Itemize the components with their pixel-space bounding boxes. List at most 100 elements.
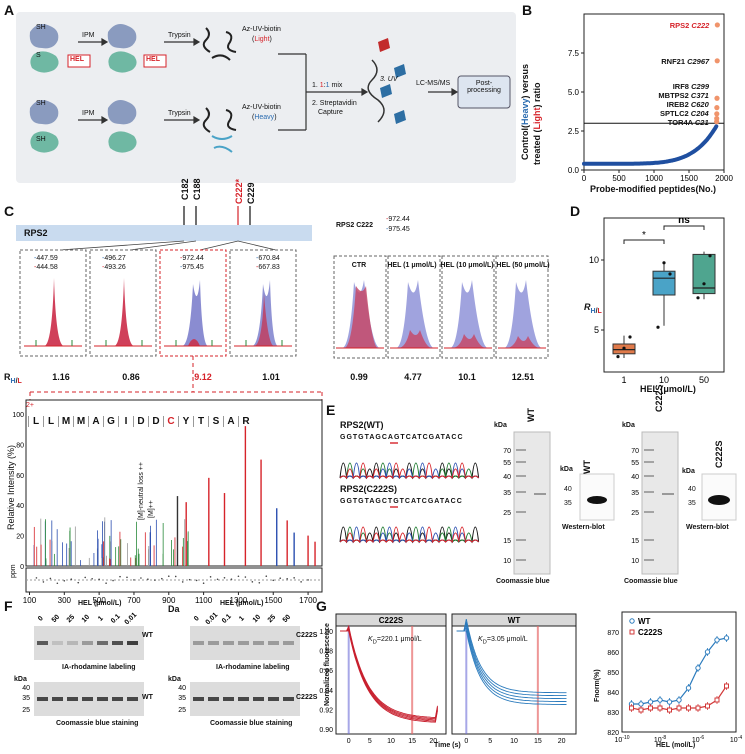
g-y-tick-label: 0.94 xyxy=(319,688,333,695)
fnorm-y-tick-label: 870 xyxy=(607,630,619,637)
ladder-label: 35 xyxy=(631,490,639,497)
fnorm-point xyxy=(686,705,691,711)
f-mut-2: C222S xyxy=(296,694,318,701)
f-mark-left: 35 xyxy=(22,695,30,702)
sh-label-2: SH xyxy=(36,100,46,107)
panel-a-diagram xyxy=(29,24,511,153)
box-point xyxy=(616,355,620,359)
sequence-residue: L xyxy=(28,416,43,427)
cond-peak-heavy xyxy=(504,280,542,348)
highlight-label: RNF21 C2967 xyxy=(661,57,710,66)
cond-box xyxy=(387,255,441,359)
f-title-right: HEL (μmol/L) xyxy=(220,600,264,607)
trypsin-label-2: Trypsin xyxy=(168,110,191,117)
ppm-dot xyxy=(251,581,254,583)
fnorm-point xyxy=(714,637,720,643)
msms-charge: 2+ xyxy=(26,402,34,409)
ppm-dot xyxy=(84,576,86,579)
g-trace xyxy=(456,621,567,697)
g-x-tick-label: 20 xyxy=(558,738,566,745)
fnorm-point xyxy=(638,701,644,707)
g-x-tick-label: 20 xyxy=(429,738,437,745)
fnorm-point xyxy=(704,649,711,655)
wb-kda-1: kDa xyxy=(560,466,573,473)
hel-label-1: HEL xyxy=(70,56,84,63)
gel-band xyxy=(97,641,108,645)
fnorm-point xyxy=(667,707,672,713)
panel-label-f: F xyxy=(4,598,13,614)
f-mark-left: 40 xyxy=(22,685,30,692)
ppm-dot xyxy=(300,581,302,583)
step-2b: Capture xyxy=(318,109,343,116)
coomassie-label-1: Coomassie blue xyxy=(496,578,550,585)
g-x-tick-label: 0 xyxy=(464,738,468,745)
ppm-dot xyxy=(167,575,170,578)
f-kda-left: kDa xyxy=(14,676,27,683)
gel-band xyxy=(127,697,138,701)
ppm-dot xyxy=(272,579,275,582)
ppm-dot xyxy=(181,581,184,583)
highlight-label: TOR4A C21 xyxy=(668,118,709,127)
g-trace xyxy=(456,630,567,705)
sig-star: * xyxy=(642,230,646,241)
fnorm-point xyxy=(647,699,654,705)
f-lane-left: 25 xyxy=(66,614,77,625)
f-lane-right: 1 xyxy=(238,615,246,623)
fnorm-y-tick-label: 820 xyxy=(607,730,619,737)
kd-wt: KD=3.05 μmol/L xyxy=(478,636,528,646)
f-lane-right: 0.1 xyxy=(221,613,233,625)
g-y-tick-label: 0.98 xyxy=(319,649,333,656)
peak-heavy xyxy=(182,280,208,346)
box xyxy=(692,253,716,295)
d-x-tick-label: 50 xyxy=(699,375,709,385)
g-y-tick-label: 1.00 xyxy=(319,629,333,636)
ppm-dot xyxy=(286,577,288,580)
wb-40-1: 40 xyxy=(564,486,572,493)
f-mark-right: 40 xyxy=(178,685,186,692)
gel-band xyxy=(127,641,138,645)
ratio-hel10: 10.1 xyxy=(458,372,476,382)
cond-hel50: HEL (50 μmol/L) xyxy=(496,262,550,269)
sig-bracket-2 xyxy=(663,225,705,230)
y-tick-label: 7.5 xyxy=(568,49,580,58)
sig-ns: ns xyxy=(678,215,690,226)
f-kda-right: kDa xyxy=(168,676,181,683)
sequence-residue: G xyxy=(103,416,118,427)
protein-icon-row2 xyxy=(29,100,59,153)
sequence-residue: I xyxy=(118,416,133,427)
rhl-label: RH/L xyxy=(4,372,22,385)
d-frame xyxy=(603,217,725,373)
sequence-residue: D xyxy=(133,416,148,427)
g-xlabel: Time (s) xyxy=(434,742,461,749)
mz1-a: -447.59 xyxy=(34,255,58,262)
f-ia-gel-left xyxy=(34,626,144,660)
ctr-title: RPS2 C222 xyxy=(336,222,373,229)
box-point xyxy=(662,261,666,265)
msms-y-tick-label: 100 xyxy=(12,412,24,419)
sequence-residue: A xyxy=(88,416,103,427)
wb-35-2: 35 xyxy=(688,500,696,507)
sequence-residue: L xyxy=(43,416,58,427)
g-frame xyxy=(451,625,577,735)
f-lane-left: 0.1 xyxy=(110,613,122,625)
gel-band xyxy=(253,641,264,645)
step-2: 2. Streptavidin xyxy=(312,100,357,107)
step-3: 3. UV xyxy=(380,76,398,83)
highlight-point xyxy=(714,105,720,111)
heavy-label: (Heavy) xyxy=(252,114,277,121)
probe-label-1: Az-UV-biotin xyxy=(242,26,281,33)
peak-light xyxy=(254,294,274,346)
fnorm-point xyxy=(695,665,701,671)
f-lane-right: 0 xyxy=(193,615,201,623)
sh-label-3: SH xyxy=(36,136,46,143)
peak-light xyxy=(188,339,200,346)
f-wt-2: WT xyxy=(142,694,153,701)
gel-band xyxy=(208,641,219,645)
ppm-dot xyxy=(174,575,177,578)
gel-band xyxy=(67,641,78,645)
ppm-dot xyxy=(195,579,198,582)
fnorm-x-tick-label: 10-10 xyxy=(614,735,629,744)
f-ia-gel-right xyxy=(190,626,300,660)
lcms-label: LC-MS/MS xyxy=(416,80,451,87)
